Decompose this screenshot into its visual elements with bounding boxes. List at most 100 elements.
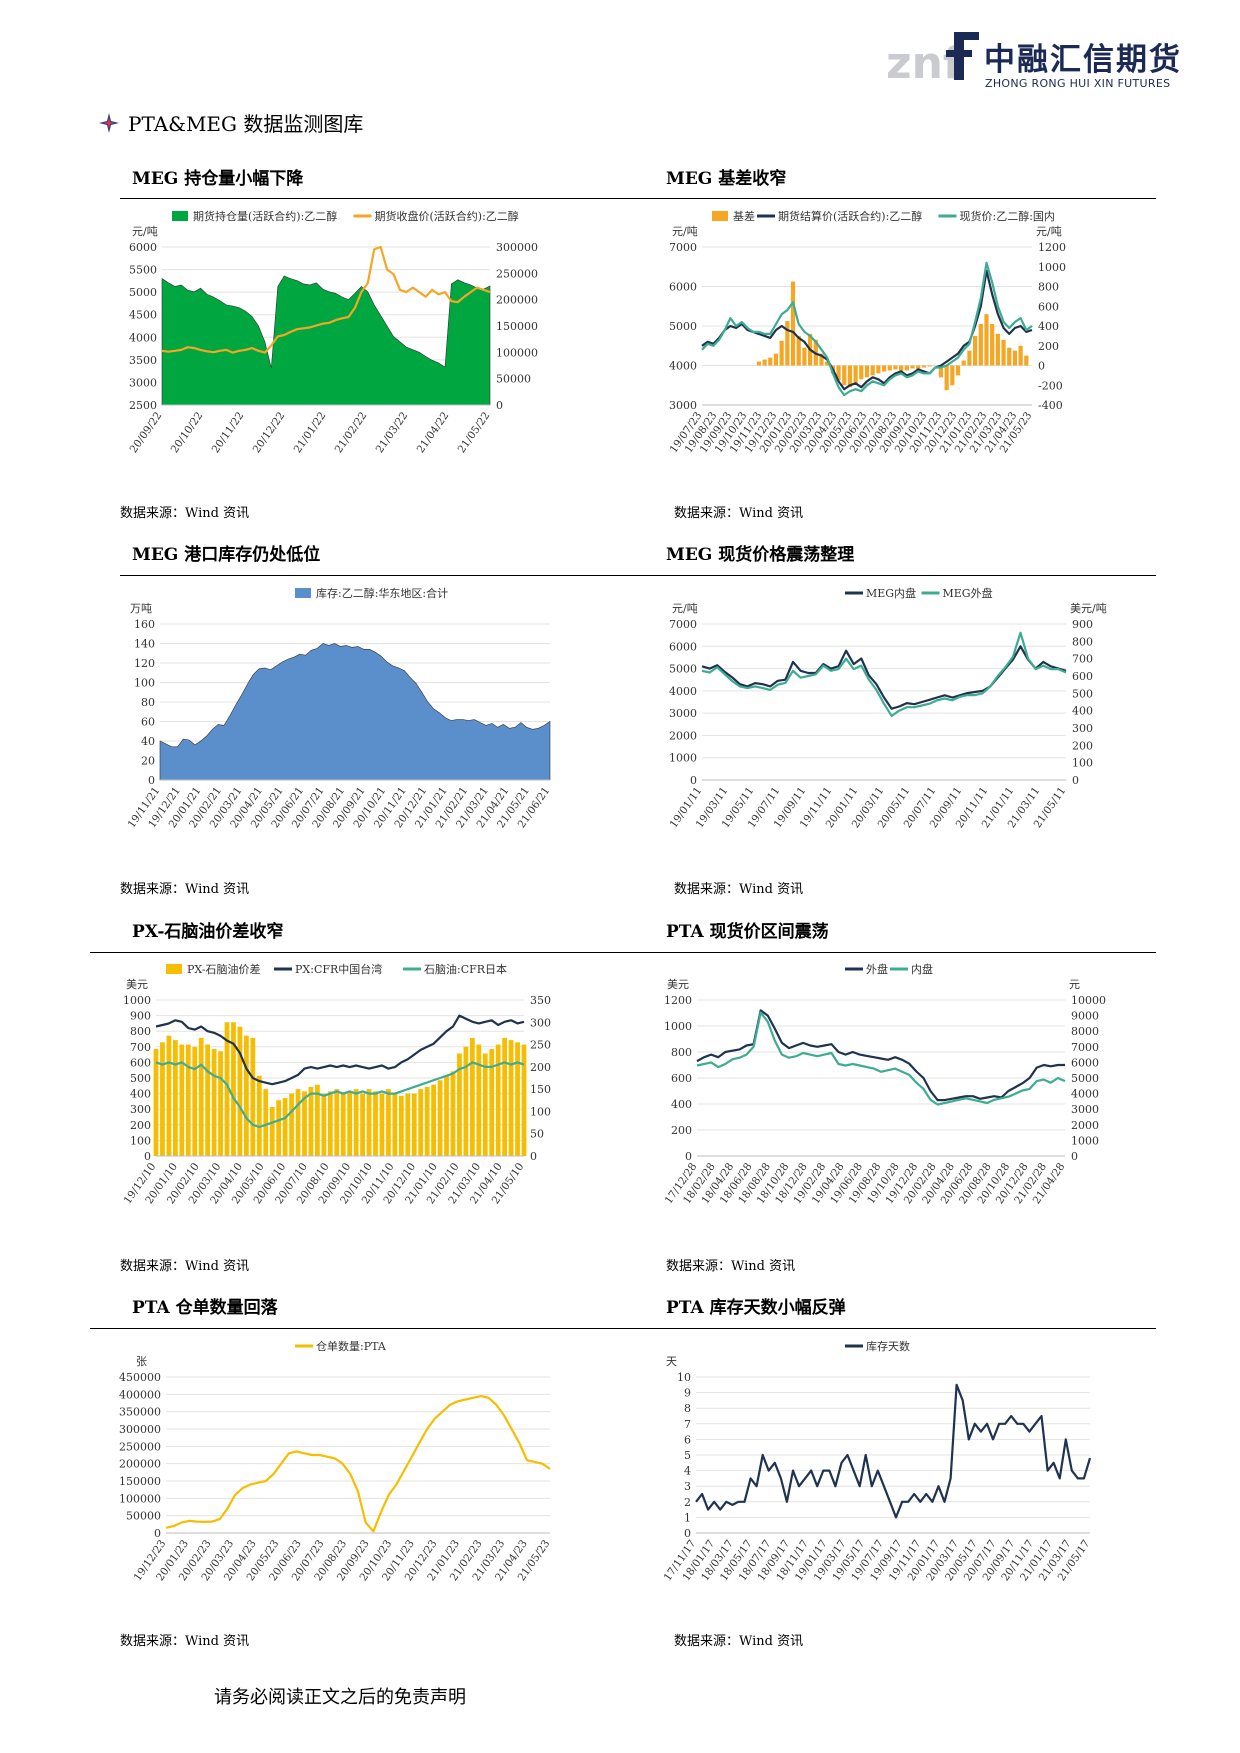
y-right-tick-label: 0 — [1072, 774, 1079, 787]
bar-mark — [995, 333, 1000, 366]
bar-mark — [508, 1040, 514, 1156]
y-right-tick-label: 700 — [1072, 653, 1093, 666]
bar-mark — [205, 1044, 211, 1156]
left-unit-label: 万吨 — [130, 602, 152, 615]
y-left-tick-label: 3 — [684, 1480, 691, 1493]
chart-legend: PX-石脑油价差 PX:CFR中国台湾 石脑油:CFR日本 — [166, 962, 507, 976]
series-line — [701, 645, 1067, 710]
bar-mark — [1001, 339, 1006, 366]
y-left-tick-label: 250000 — [119, 1440, 161, 1453]
bar-mark — [211, 1049, 217, 1156]
y-left-tick-label: 6000 — [669, 640, 697, 653]
y-right-tick-label: 300000 — [496, 241, 538, 254]
bar-mark — [842, 365, 847, 386]
y-right-tick-label: 200 — [530, 1061, 551, 1074]
y-left-tick-label: 9 — [684, 1387, 691, 1400]
y-right-tick-label: 800 — [1038, 281, 1059, 294]
bar-mark — [802, 347, 807, 366]
y-right-tick-label: 4000 — [1071, 1088, 1099, 1101]
logo-chinese-name: 中融汇信期货 — [984, 42, 1182, 78]
y-left-tick-label: 6000 — [129, 241, 157, 254]
series-area — [161, 275, 491, 406]
y-left-tick-label: 200000 — [119, 1458, 161, 1471]
bar-mark — [779, 340, 784, 366]
bar-mark — [218, 1051, 223, 1156]
bar-mark — [450, 1071, 456, 1156]
bar-mark — [990, 324, 995, 366]
y-left-tick-label: 450000 — [119, 1371, 161, 1384]
chart-svg: 库存天数天01234567891017/11/1718/01/1718/03/1… — [662, 1339, 1093, 1583]
y-left-tick-label: 0 — [690, 774, 697, 787]
legend-label: 基差 — [733, 209, 755, 223]
bar-mark — [224, 1022, 230, 1156]
compass-star-icon — [99, 113, 119, 133]
bar-mark — [847, 365, 853, 388]
y-right-tick-label: 100 — [1072, 757, 1093, 770]
y-right-tick-label: 8000 — [1071, 1025, 1099, 1038]
chart-px-naphtha-spread: PX-石脑油价差 PX:CFR中国台湾 石脑油:CFR日本 美元 0 100 200 300 4… — [120, 958, 590, 1248]
chart-legend: 仓单数量:PTA — [295, 1339, 387, 1353]
bar-mark — [887, 365, 892, 371]
bar-mark — [392, 1093, 398, 1156]
bar-mark — [308, 1086, 314, 1156]
bar-mark — [431, 1084, 436, 1156]
bar-mark — [978, 324, 983, 366]
bar-mark — [411, 1093, 417, 1156]
y-left-tick-label: 140 — [134, 638, 155, 651]
y-right-tick-label: 7000 — [1071, 1041, 1099, 1054]
y-left-tick-label: 400000 — [119, 1388, 161, 1401]
legend-label: PX:CFR中国台湾 — [295, 962, 382, 976]
panel-rule — [120, 198, 1156, 199]
bar-mark — [870, 365, 875, 376]
series-line — [155, 1014, 525, 1086]
panel-rule — [90, 952, 1156, 953]
series-line — [155, 1061, 525, 1129]
bar-mark — [482, 1053, 488, 1156]
y-left-tick-label: 2500 — [129, 399, 157, 412]
y-right-tick-label: 1000 — [1071, 1134, 1099, 1147]
y-right-tick-label: 100000 — [496, 346, 538, 359]
y-left-tick-label: 4000 — [669, 360, 697, 373]
bar-mark — [360, 1093, 365, 1156]
legend-label: 仓单数量:PTA — [316, 1339, 387, 1353]
series-line — [701, 631, 1067, 717]
bar-mark — [773, 353, 779, 366]
bar-mark — [289, 1093, 294, 1156]
left-unit-label: 张 — [136, 1355, 147, 1368]
series-line — [161, 245, 491, 354]
bar-mark — [321, 1093, 327, 1156]
y-right-tick-label: 250 — [530, 1039, 551, 1052]
bar-mark — [515, 1042, 520, 1156]
chart-pta-spot-price: 外盘 内盘 美元 元 0 200 400 600 800 1000 1200 0 1000 2000 300… — [655, 958, 1135, 1248]
y-left-tick-label: 5000 — [669, 320, 697, 333]
bar-mark — [347, 1091, 353, 1156]
bar-mark — [944, 365, 949, 391]
bar-mark — [819, 353, 824, 366]
y-left-tick-label: 4000 — [669, 685, 697, 698]
y-left-tick-label: 0 — [154, 1527, 161, 1540]
source-note: 数据来源：Wind 资讯 — [120, 506, 250, 521]
panel-title-px-naphtha-spread: PX-石脑油价差收窄 — [132, 922, 284, 942]
bar-mark — [166, 1035, 172, 1156]
left-unit-label: 元/吨 — [672, 225, 698, 238]
bar-mark — [444, 1075, 449, 1156]
y-left-tick-label: 8 — [684, 1402, 691, 1415]
series-line — [695, 1383, 1092, 1519]
x-tick-label: 20/11/22 — [210, 410, 247, 456]
left-unit-label: 元/吨 — [132, 225, 158, 238]
y-right-tick-label: 800 — [1072, 635, 1093, 648]
bar-mark — [198, 1037, 204, 1156]
bar-mark — [904, 365, 909, 371]
y-left-tick-label: 3500 — [129, 354, 157, 367]
chart-pta-warehouse-receipts: 仓单数量:PTA 张 0 50000 100000 150000 200000 250000 3… — [119, 1335, 590, 1625]
x-tick-label: 21/04/22 — [415, 410, 452, 456]
series-line — [165, 1394, 551, 1533]
y-right-tick-label: 5000 — [1071, 1072, 1099, 1085]
y-left-tick-label: 600 — [671, 1072, 692, 1085]
y-right-tick-label: 6000 — [1071, 1056, 1099, 1069]
y-left-tick-label: 3000 — [669, 399, 697, 412]
chart-svg: 基差 期货结算价(活跃合约):乙二醇 现货价:乙二醇:国内元/吨 元/吨 3000 400… — [668, 209, 1066, 455]
y-right-tick-label: -200 — [1038, 379, 1063, 392]
